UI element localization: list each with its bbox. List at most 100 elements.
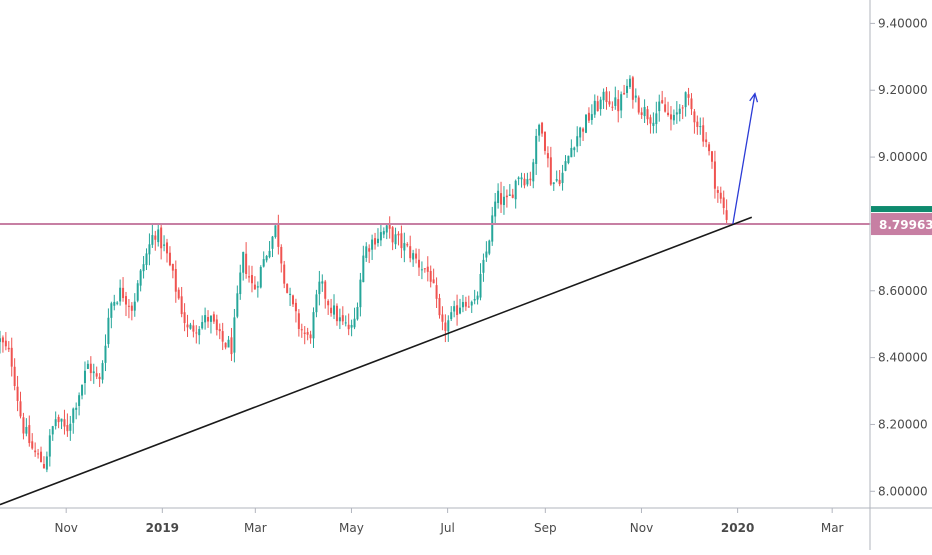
candle-body (16, 386, 19, 401)
candle-body (696, 121, 699, 127)
x-tick-label: Jul (439, 521, 454, 535)
candle-body (596, 101, 599, 112)
candle-body (271, 236, 274, 249)
candle-body (667, 112, 670, 115)
candle-body (497, 190, 500, 204)
candle-body (300, 329, 303, 331)
candle-body (403, 243, 406, 251)
candle-body (658, 101, 661, 112)
y-tick-label: 8.00000 (878, 484, 928, 498)
candle-body (582, 128, 585, 132)
candle-body (617, 99, 620, 112)
x-tick-label: 2020 (721, 521, 754, 535)
candle-body (233, 317, 236, 353)
candle-body (45, 456, 48, 470)
candle-body (426, 266, 429, 272)
candle-body (447, 320, 450, 332)
candle-body (391, 227, 394, 243)
candle-body (48, 435, 51, 457)
candle-body (505, 195, 508, 198)
candle-body (110, 303, 113, 318)
x-tick-label: Mar (244, 521, 267, 535)
candle-body (315, 294, 318, 313)
y-tick-label: 9.00000 (878, 150, 928, 164)
candle-body (705, 139, 708, 143)
candle-body (382, 231, 385, 235)
candle-body (215, 319, 218, 330)
candle-body (133, 301, 136, 311)
candle-body (201, 322, 204, 329)
candle-body (379, 232, 382, 241)
candle-body (22, 417, 25, 434)
candle-body (333, 305, 336, 315)
candle-body (620, 94, 623, 111)
candle-body (661, 100, 664, 104)
candle-body (573, 147, 576, 151)
candle-body (646, 109, 649, 120)
candle-body (400, 233, 403, 249)
candle-body (101, 363, 104, 380)
x-tick-label: May (339, 521, 364, 535)
candle-body (171, 263, 174, 271)
candle-body (365, 246, 368, 258)
candle-body (520, 177, 523, 180)
candle-body (628, 78, 631, 87)
candle-body (40, 451, 43, 463)
candle-body (585, 114, 587, 133)
candle-body (338, 317, 341, 322)
candle-body (95, 373, 98, 377)
y-tick-label: 9.20000 (878, 83, 928, 97)
candle-body (37, 453, 40, 455)
candle-body (576, 136, 579, 147)
candle-body (113, 301, 116, 306)
candle-body (702, 125, 705, 142)
candle-body (7, 347, 10, 350)
candle-body (350, 324, 353, 328)
candle-body (81, 384, 84, 396)
candle-body (344, 322, 347, 324)
candle-body (28, 425, 31, 444)
candle-body (157, 229, 160, 243)
candle-body (649, 117, 652, 124)
x-tick-label: Nov (54, 521, 77, 535)
candle-body (643, 107, 646, 117)
candle-body (535, 135, 538, 164)
candle-body (292, 295, 294, 305)
candle-body (376, 238, 379, 244)
candle-body (417, 259, 420, 268)
candle-body (318, 281, 321, 295)
candle-body (25, 426, 28, 434)
candle-body (227, 339, 230, 348)
candle-body (151, 235, 154, 245)
candle-body (86, 363, 89, 369)
candle-body (136, 283, 139, 301)
candle-body (485, 251, 488, 258)
candle-body (459, 307, 462, 314)
candle-body (605, 91, 608, 103)
candle-body (321, 281, 324, 284)
candle-body (130, 305, 133, 311)
candle-body (491, 215, 494, 242)
candle-body (242, 251, 245, 273)
candle-body (415, 253, 418, 259)
candle-body (444, 322, 447, 331)
candle-body (564, 161, 567, 171)
candle-body (294, 302, 297, 312)
candle-body (713, 161, 716, 189)
candle-body (456, 305, 459, 315)
candle-body (31, 441, 34, 449)
candle-body (634, 95, 637, 98)
candle-body (716, 190, 719, 193)
candle-body (699, 126, 702, 128)
candle-body (204, 315, 207, 323)
candle-body (92, 371, 95, 374)
candle-body (19, 401, 22, 417)
candle-body (529, 178, 532, 181)
candle-body (259, 266, 262, 288)
candle-body (608, 101, 611, 105)
candle-body (0, 338, 1, 342)
axis-edge-marker (871, 206, 932, 213)
candle-body (4, 340, 7, 347)
candle-body (394, 234, 397, 245)
